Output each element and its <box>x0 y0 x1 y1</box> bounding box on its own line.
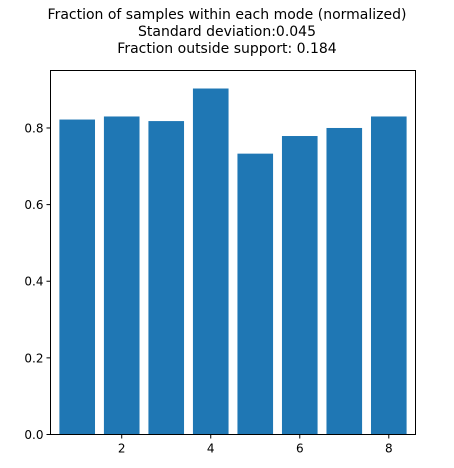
x-tick-label-4: 4 <box>207 442 215 456</box>
y-tick-label-2: 0.4 <box>24 275 43 289</box>
bar-8 <box>370 116 407 435</box>
x-tick-label-2: 2 <box>118 442 126 456</box>
y-tick-label-3: 0.6 <box>24 198 43 212</box>
y-tick-label-4: 0.8 <box>24 121 43 135</box>
chart-title-line-2: Standard deviation:0.045 <box>137 24 316 40</box>
axes-layer <box>50 70 416 435</box>
ticks-layer: 2 4 6 8 0.0 0.2 0.4 0.6 0.8 <box>24 121 392 455</box>
y-tick-label-1: 0.2 <box>24 351 43 365</box>
bar-1 <box>59 119 96 435</box>
x-tick-label-8: 8 <box>385 442 393 456</box>
chart-title-line-3: Fraction outside support: 0.184 <box>117 41 337 57</box>
bar-3 <box>148 121 185 435</box>
bars-layer <box>59 88 407 435</box>
bar-7 <box>326 127 363 435</box>
bar-5 <box>237 153 274 435</box>
axes-frame <box>50 70 416 435</box>
x-tick-label-6: 6 <box>296 442 304 456</box>
bar-4 <box>192 88 229 435</box>
y-tick-label-0: 0.0 <box>24 428 43 442</box>
chart-title-line-1: Fraction of samples within each mode (no… <box>47 7 407 23</box>
bar-2 <box>103 116 140 435</box>
bar-6 <box>281 136 318 435</box>
